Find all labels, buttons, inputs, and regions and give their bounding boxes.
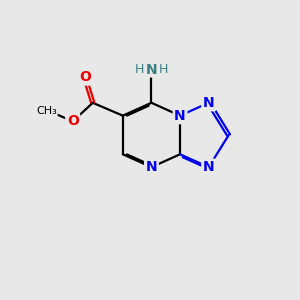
Text: O: O [67,114,79,128]
Text: O: O [79,70,91,84]
Text: N: N [146,160,157,174]
Text: CH₃: CH₃ [36,106,57,116]
Text: H: H [159,63,168,76]
Text: N: N [174,109,186,123]
Text: N: N [203,160,214,174]
Text: H: H [135,63,144,76]
Text: N: N [146,63,157,77]
Text: N: N [203,96,214,110]
